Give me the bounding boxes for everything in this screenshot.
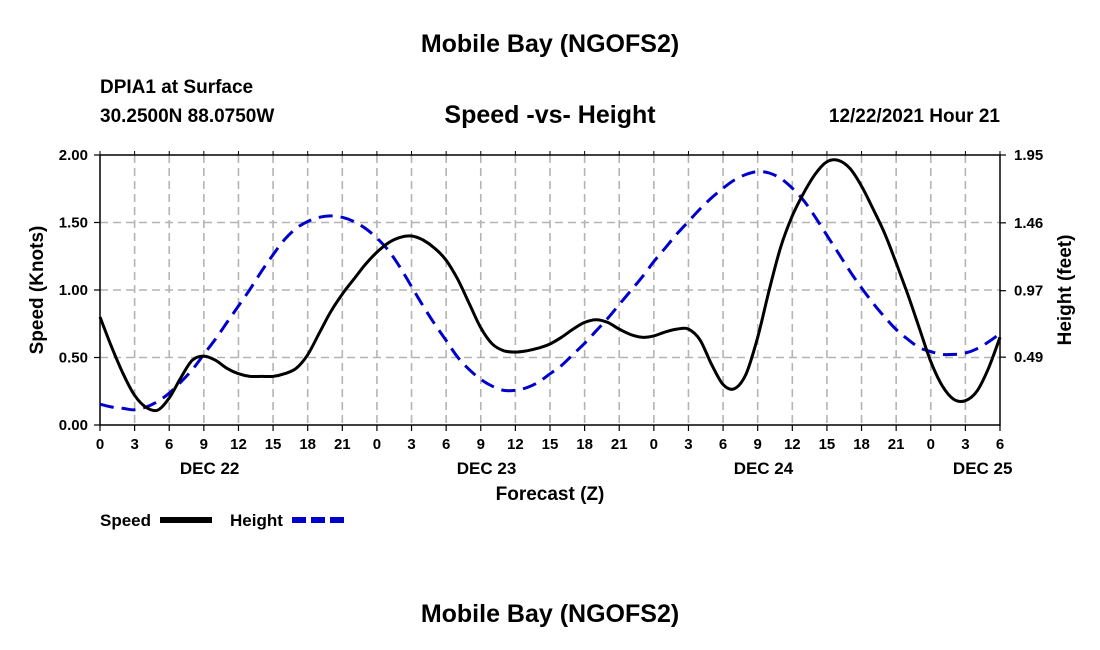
x-tick-label: 6: [996, 436, 1004, 453]
x-day-label: DEC 22: [180, 459, 240, 478]
x-tick-label: 21: [334, 436, 351, 453]
y-right-tick-label: 1.46: [1014, 215, 1043, 232]
grid: [100, 155, 1000, 425]
x-tick-label: 18: [299, 436, 316, 453]
axis-ticks: 0 3 6 9 12 15 18 21 0 3 6 9 12 15 18 21 0 3 6 9 12 15 18 21 0 3 6D…: [59, 147, 1043, 478]
y-left-tick-label: 2.00: [59, 147, 88, 164]
y-right-tick-label: 1.95: [1014, 147, 1043, 164]
x-tick-label: 21: [888, 436, 905, 453]
legend: Speed Height: [100, 511, 344, 530]
x-tick-label: 15: [265, 436, 282, 453]
x-tick-label: 12: [784, 436, 801, 453]
x-tick-label: 15: [542, 436, 559, 453]
x-tick-label: 9: [200, 436, 208, 453]
y-axis-left-label: Speed (Knots): [27, 226, 48, 355]
x-tick-label: 15: [819, 436, 836, 453]
chart-title: Speed -vs- Height: [444, 101, 656, 129]
x-tick-label: 6: [442, 436, 450, 453]
y-left-tick-label: 0.00: [59, 417, 88, 434]
x-day-label: DEC 25: [953, 459, 1013, 478]
y-left-tick-label: 0.50: [59, 350, 88, 367]
x-tick-label: 9: [477, 436, 485, 453]
x-tick-label: 9: [754, 436, 762, 453]
coordinates-label: 30.2500N 88.0750W: [100, 106, 275, 127]
series: [98, 158, 1002, 413]
x-tick-label: 3: [130, 436, 138, 453]
x-tick-label: 3: [961, 436, 969, 453]
station-label: DPIA1 at Surface: [100, 77, 254, 98]
legend-label-speed: Speed: [100, 511, 151, 530]
x-tick-label: 21: [611, 436, 628, 453]
main-title: Mobile Bay (NGOFS2): [420, 30, 680, 58]
x-tick-label: 6: [719, 436, 727, 453]
x-tick-label: 0: [96, 436, 104, 453]
bottom-title: Mobile Bay (NGOFS2): [420, 600, 680, 628]
y-right-tick-label: 0.49: [1014, 349, 1043, 366]
datetime-label: 12/22/2021 Hour 21: [828, 106, 1000, 127]
x-tick-label: 0: [373, 436, 381, 453]
series-height-line: [99, 170, 1001, 412]
y-axis-right-label: Height (feet): [1055, 235, 1076, 346]
x-tick-label: 12: [507, 436, 524, 453]
x-tick-label: 18: [576, 436, 593, 453]
x-tick-label: 0: [650, 436, 658, 453]
x-tick-label: 3: [684, 436, 692, 453]
y-left-tick-label: 1.50: [59, 215, 88, 232]
series-speed-line: [98, 158, 1002, 413]
x-tick-label: 12: [230, 436, 247, 453]
y-right-tick-label: 0.97: [1014, 283, 1043, 300]
y-left-tick-label: 1.00: [59, 282, 88, 299]
x-day-label: DEC 23: [457, 459, 517, 478]
x-tick-label: 6: [165, 436, 173, 453]
x-tick-label: 0: [927, 436, 935, 453]
x-tick-label: 18: [853, 436, 870, 453]
x-axis-label: Forecast (Z): [496, 484, 605, 505]
x-tick-label: 3: [407, 436, 415, 453]
legend-label-height: Height: [230, 511, 283, 530]
x-day-label: DEC 24: [734, 459, 794, 478]
